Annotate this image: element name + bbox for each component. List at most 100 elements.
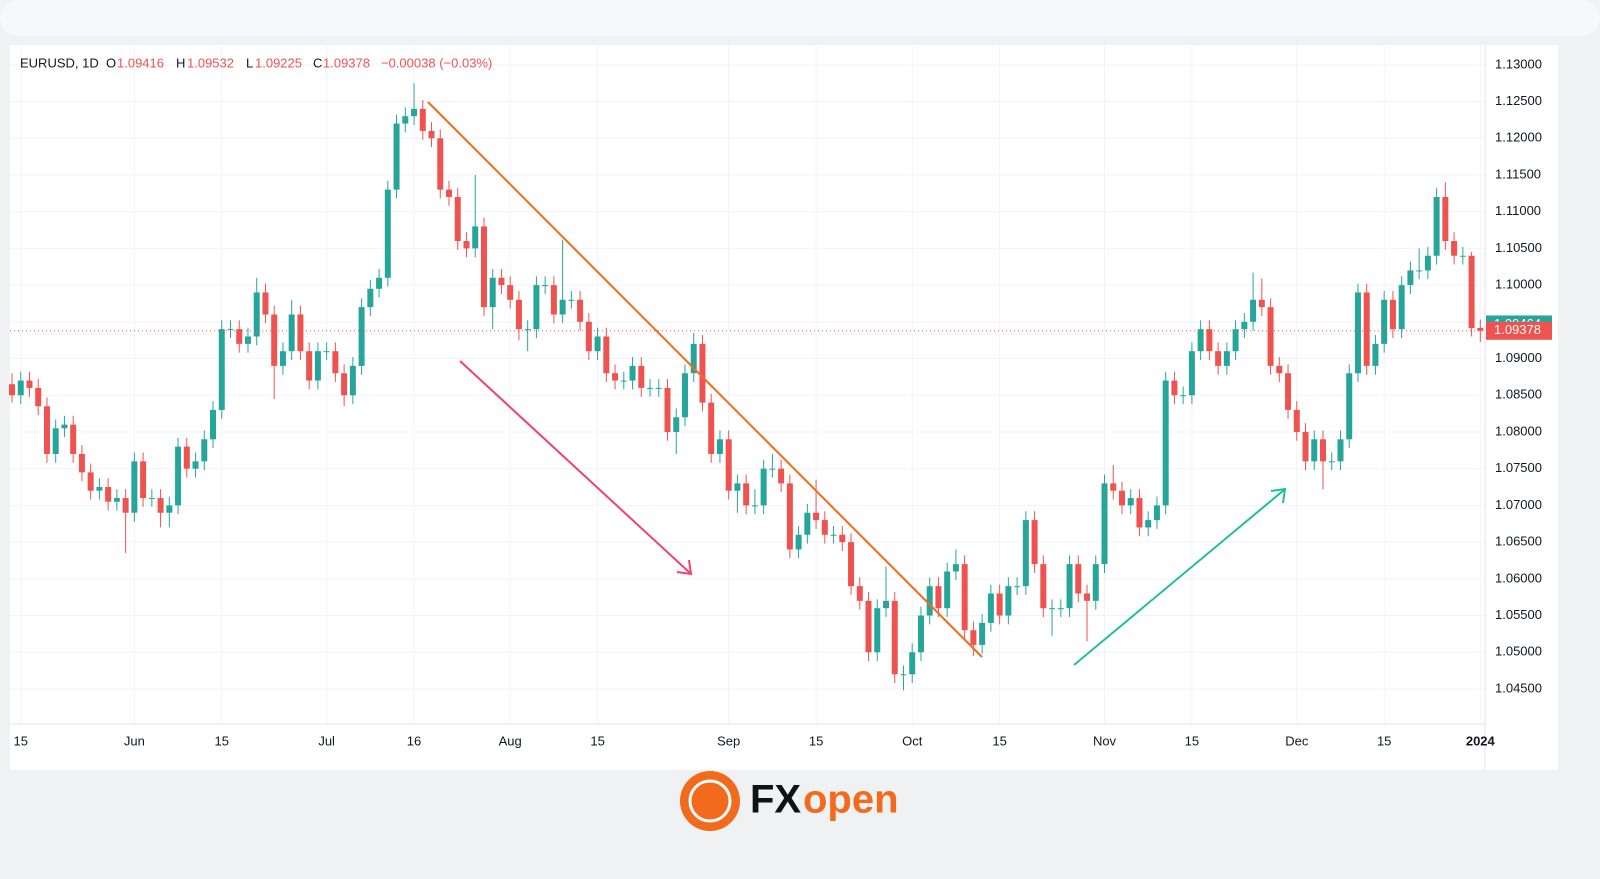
candle-body	[157, 498, 164, 513]
candle-body	[393, 123, 400, 190]
candle-body	[725, 439, 732, 491]
candle-body	[279, 351, 286, 366]
candle-body	[1337, 439, 1344, 462]
candle-body	[402, 116, 409, 124]
candle-body	[559, 299, 566, 315]
x-tick-label: 15	[14, 733, 28, 748]
candle-body	[1171, 380, 1178, 396]
candle-body	[603, 336, 610, 374]
candle-body	[673, 417, 680, 432]
y-tick-label: 1.07500	[1495, 460, 1542, 475]
candle-body	[498, 277, 505, 286]
x-tick-label: Dec	[1285, 733, 1309, 748]
candle-body	[681, 373, 688, 418]
candle-body	[1084, 593, 1091, 601]
candle-body	[961, 564, 968, 631]
y-tick-label: 1.07000	[1495, 497, 1542, 512]
y-tick-label: 1.10500	[1495, 240, 1542, 255]
logo: FX open	[680, 771, 899, 831]
candle-body	[96, 487, 103, 491]
up-arrow	[1073, 487, 1287, 666]
candle-body	[760, 468, 767, 506]
candle-body	[638, 365, 645, 388]
candle-body	[594, 336, 601, 352]
candle-body	[1197, 329, 1204, 352]
candle-body	[708, 402, 715, 454]
candle-body	[1293, 409, 1300, 432]
candle-body	[1267, 307, 1274, 366]
candle-body	[1346, 373, 1353, 440]
y-tick-label: 1.05000	[1495, 644, 1542, 659]
candle-body	[1381, 299, 1388, 344]
candle-body	[795, 534, 802, 550]
candle-body	[384, 189, 391, 278]
candle-body	[1066, 564, 1073, 609]
candle-body	[253, 292, 260, 337]
candle-body	[821, 520, 828, 535]
candle-body	[43, 406, 50, 454]
candle-body	[874, 608, 881, 653]
ohlc-letter: L	[246, 55, 253, 70]
y-tick-label: 1.11000	[1495, 203, 1541, 218]
candle-body	[1276, 365, 1283, 374]
ohlc-letter: O	[106, 55, 116, 70]
candle-body	[489, 277, 496, 308]
candle-body	[769, 468, 776, 470]
candle-body	[917, 615, 924, 653]
candle-body	[17, 380, 24, 396]
x-tick-label: Aug	[499, 733, 522, 748]
candle-body	[996, 593, 1003, 616]
x-tick-label: 15	[1185, 733, 1199, 748]
candle-body	[26, 380, 33, 388]
candle-body	[227, 329, 234, 331]
x-tick-label: 15	[809, 733, 823, 748]
candle-body	[1442, 196, 1449, 242]
header: EURUSD, 1D O 1.09416 H 1.09532 L 1.09225…	[20, 55, 492, 70]
candle-body	[865, 600, 872, 653]
candle-body	[87, 472, 94, 491]
x-tick-label: Jun	[124, 733, 145, 748]
chart-panel	[10, 45, 1558, 770]
x-tick-label: Nov	[1093, 733, 1117, 748]
x-tick-label: Jul	[318, 733, 335, 748]
candle-body	[52, 428, 59, 454]
candle-body	[1328, 461, 1335, 463]
candle-body	[1311, 439, 1318, 462]
candle-body	[699, 343, 706, 403]
down-arrow	[459, 360, 693, 576]
candles	[9, 83, 1484, 691]
candle-body	[1162, 380, 1169, 506]
candle-body	[1477, 327, 1484, 331]
ohlc-value: 1.09416	[117, 55, 164, 70]
candle-body	[786, 483, 793, 550]
candle-body	[1153, 505, 1160, 521]
candle-body	[1468, 255, 1475, 328]
candle-body	[716, 439, 723, 454]
candle-body	[1302, 431, 1309, 462]
candle-body	[1407, 270, 1414, 286]
candle-body	[839, 534, 846, 543]
candle-body	[891, 600, 898, 675]
candle-body	[909, 652, 916, 675]
ohlc-value: 1.09225	[255, 55, 302, 70]
candle-body	[507, 285, 514, 300]
candle-body	[1127, 498, 1134, 506]
candle-body	[271, 314, 278, 366]
candle-body	[883, 600, 889, 609]
top-strip	[0, 0, 1600, 36]
candle-body	[1389, 299, 1396, 330]
x-tick-label: 15	[1377, 733, 1391, 748]
candle-body	[1075, 564, 1082, 594]
candle-body	[1424, 255, 1431, 271]
candle-body	[288, 314, 295, 352]
candle-body	[751, 505, 758, 507]
x-tick-label: 15	[215, 733, 229, 748]
y-tick-label: 1.12500	[1495, 93, 1542, 108]
candle-body	[472, 226, 479, 249]
candle-body	[1285, 373, 1292, 410]
candle-body	[61, 424, 68, 429]
candle-body	[332, 351, 339, 374]
logo-icon-ring	[688, 779, 732, 823]
candle-body	[1206, 329, 1213, 352]
ohlc-value: 1.09532	[187, 55, 234, 70]
